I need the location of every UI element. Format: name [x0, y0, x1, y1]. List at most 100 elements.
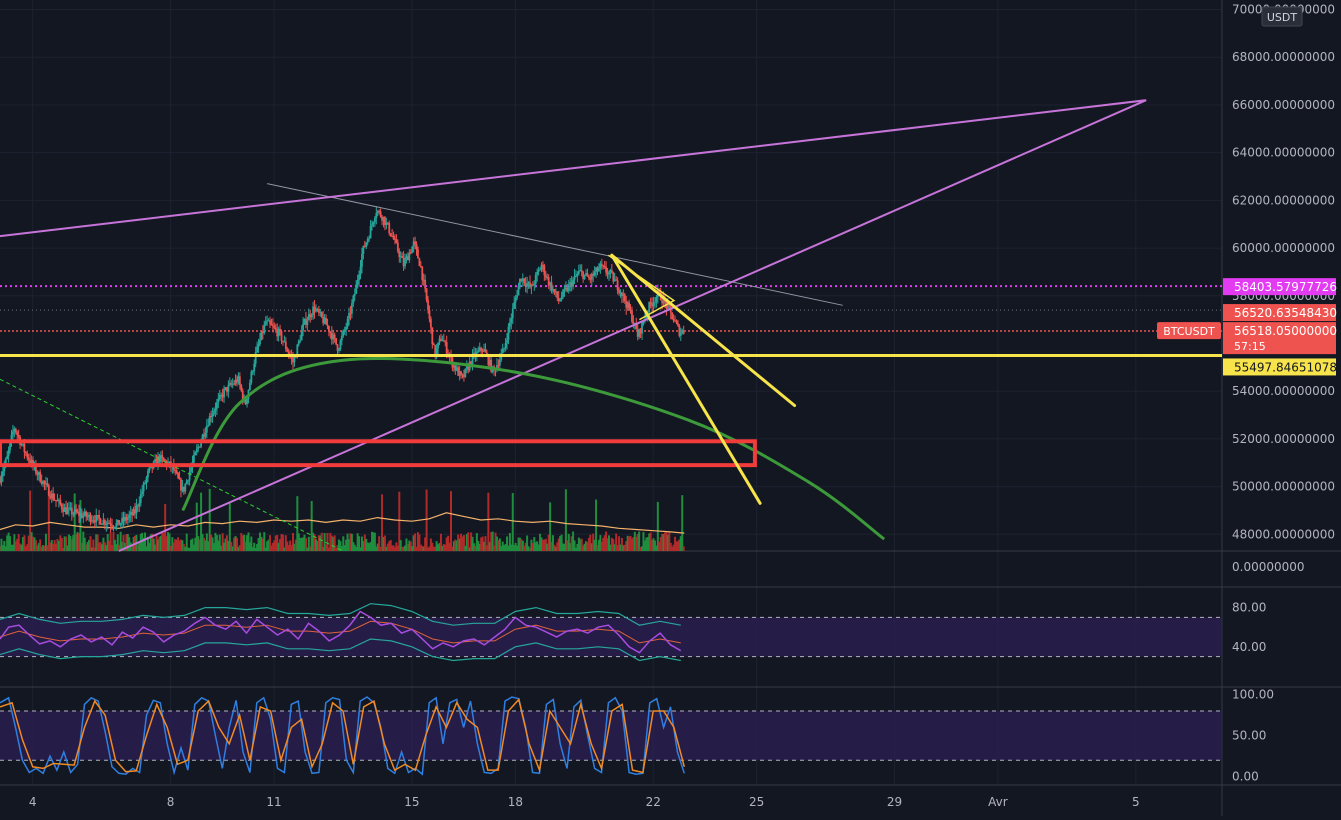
volume-bar: [682, 546, 685, 551]
volume-bar: [455, 540, 458, 551]
candle-body: [631, 310, 633, 322]
volume-bar: [119, 531, 122, 551]
candle-body: [111, 525, 113, 527]
candle-body: [286, 348, 289, 352]
price-tick-label: 48000.00000000: [1232, 527, 1335, 541]
candle-body: [26, 453, 29, 458]
candle-body: [675, 320, 678, 324]
volume-bar: [339, 541, 342, 551]
candle-body: [613, 279, 616, 282]
volume-bar: [366, 542, 369, 551]
candle-body: [234, 379, 237, 384]
volume-bar: [574, 547, 577, 551]
candle-body: [261, 331, 264, 334]
stoch-d-line: [0, 697, 686, 774]
candle-body: [231, 383, 234, 385]
candle-body: [145, 477, 148, 484]
candle-body: [612, 272, 615, 282]
candle-body: [484, 349, 487, 353]
volume-bar: [554, 546, 557, 551]
volume-bar: [485, 545, 488, 551]
drawings[interactable]: [0, 99, 1222, 552]
volume-bar: [428, 546, 431, 551]
candle-body: [487, 355, 490, 366]
candle-body: [473, 352, 475, 354]
volume-bar: [326, 532, 329, 551]
candle-body: [349, 312, 352, 314]
candle-body: [362, 245, 365, 254]
candle-body: [27, 457, 30, 460]
volume-bar: [32, 536, 35, 551]
candle-body: [405, 256, 408, 260]
candle-body: [415, 244, 418, 250]
candle-body: [12, 431, 14, 435]
candle-body: [300, 330, 303, 341]
candle-body: [501, 348, 504, 354]
candle-body: [132, 509, 135, 516]
volume-bar: [531, 543, 534, 551]
candle-body: [419, 265, 422, 267]
candle-body: [585, 273, 587, 275]
volume-bar: [500, 546, 503, 551]
candle-body: [92, 520, 95, 522]
volume-bar: [92, 539, 95, 551]
candle-body: [616, 280, 619, 291]
volume-bar: [56, 538, 59, 551]
candle-body: [20, 444, 23, 446]
volume-bar: [200, 492, 203, 551]
candle-body: [226, 387, 228, 392]
volume-bar: [145, 546, 148, 551]
volume-bar: [365, 538, 368, 551]
candle-body: [580, 270, 583, 272]
candle-body: [210, 415, 213, 418]
candle-body: [674, 320, 676, 322]
candle-body: [141, 491, 144, 494]
volume-bar: [444, 544, 447, 551]
volume-bar: [108, 540, 111, 551]
candle-body: [310, 315, 313, 318]
volume-bar: [23, 535, 26, 551]
candle-body: [251, 371, 254, 373]
volume-bars: [0, 488, 685, 551]
volume-bar: [0, 538, 3, 551]
volume-bar: [643, 540, 646, 551]
candle-body: [529, 282, 531, 288]
volume-bar: [304, 538, 307, 551]
candle-body: [328, 326, 330, 332]
x-tick-label: 4: [29, 795, 37, 809]
candle-body: [655, 297, 658, 303]
candle-body: [270, 323, 273, 326]
volume-bar: [513, 545, 516, 551]
candle-body: [190, 467, 192, 473]
candle-body: [168, 461, 171, 464]
volume-bar: [664, 532, 667, 551]
volume-bar: [125, 534, 128, 551]
candle-body: [29, 459, 32, 464]
volume-bar: [149, 534, 152, 551]
volume-bar: [355, 546, 358, 551]
candle-body: [526, 283, 529, 287]
volume-bar: [589, 534, 592, 551]
volume-bar: [11, 544, 14, 551]
candle-body: [109, 523, 112, 526]
stoch-tick-label: 50.00: [1232, 729, 1266, 743]
volume-bar: [350, 533, 353, 551]
candle-body: [6, 456, 9, 460]
volume-bar: [69, 536, 72, 551]
candle-body: [155, 459, 158, 465]
candle-body: [250, 371, 253, 383]
volume-bar: [144, 532, 147, 551]
candle-body: [211, 413, 214, 418]
candle-body: [253, 363, 256, 372]
volume-bar: [195, 502, 198, 551]
volume-bar: [187, 547, 190, 551]
volume-bar: [666, 534, 669, 551]
candle-body: [556, 291, 559, 298]
candle-body: [246, 398, 248, 405]
candle-body: [369, 226, 372, 239]
volume-bar: [197, 536, 200, 551]
volume-bar: [75, 534, 78, 551]
volume-bar: [378, 536, 381, 551]
